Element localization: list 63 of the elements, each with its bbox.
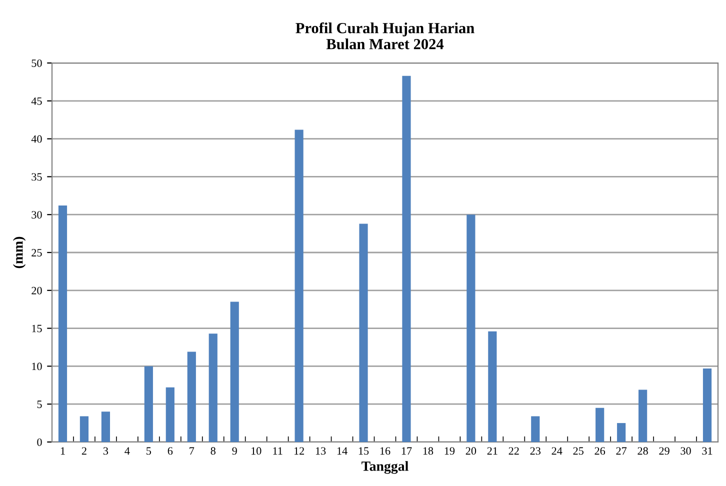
bar <box>58 206 68 442</box>
x-tick-label: 31 <box>702 447 712 455</box>
bar <box>101 412 110 442</box>
x-tick-label: 19 <box>444 447 455 455</box>
bar <box>702 368 712 442</box>
x-tick-label: 30 <box>680 447 691 455</box>
x-tick-label: 18 <box>423 447 434 455</box>
bar <box>294 130 304 442</box>
x-tick-label: 25 <box>573 447 584 455</box>
bar <box>488 331 497 442</box>
x-tick-label: 23 <box>530 447 541 455</box>
chart-title: Profil Curah Hujan Harian Bulan Maret 2024 <box>296 22 474 50</box>
y-tick-label: 15 <box>32 324 42 332</box>
y-tick-label: 25 <box>32 248 42 256</box>
bar <box>144 366 153 442</box>
y-tick-label: 35 <box>32 173 42 181</box>
x-tick-label: 10 <box>252 447 262 455</box>
x-tick-label: 2 <box>82 447 86 455</box>
y-tick-label: 45 <box>31 97 42 105</box>
x-axis-title: Tanggal <box>362 461 408 474</box>
x-tick-label: 12 <box>294 447 304 455</box>
x-tick-label: 28 <box>638 447 648 455</box>
bar <box>230 302 239 442</box>
bar <box>80 416 89 442</box>
y-tick-label: 50 <box>32 59 42 67</box>
bar <box>208 334 218 442</box>
y-tick-label: 30 <box>32 211 42 219</box>
x-tick-label: 26 <box>594 447 606 455</box>
x-tick-label: 8 <box>210 447 216 455</box>
bar <box>466 214 476 442</box>
x-tick-label: 7 <box>190 447 194 455</box>
y-axis-title: (mm) <box>13 236 26 268</box>
bar <box>166 387 174 442</box>
y-tick-label: 10 <box>32 362 42 370</box>
x-tick-label: 15 <box>358 447 369 455</box>
bar <box>617 423 626 442</box>
bar <box>187 352 196 442</box>
bar <box>359 224 368 442</box>
bar <box>402 76 411 442</box>
y-tick-label: 0 <box>37 438 42 446</box>
bar <box>531 416 540 442</box>
x-tick-label: 20 <box>466 447 476 455</box>
x-tick-label: 14 <box>337 447 348 455</box>
x-tick-label: 27 <box>616 447 627 455</box>
x-tick-label: 3 <box>103 447 108 455</box>
y-tick-label: 5 <box>37 400 42 408</box>
x-tick-label: 17 <box>402 447 412 455</box>
y-tick-label: 20 <box>32 286 42 294</box>
x-tick-label: 4 <box>124 447 130 455</box>
x-tick-label: 5 <box>146 447 152 455</box>
x-tick-label: 13 <box>316 447 326 455</box>
y-tick-label: 40 <box>31 135 42 143</box>
x-tick-label: 6 <box>168 447 173 455</box>
x-tick-label: 24 <box>552 447 562 455</box>
x-tick-label: 29 <box>659 447 670 455</box>
x-tick-label: 16 <box>380 447 390 455</box>
bar <box>638 390 648 442</box>
x-tick-label: 22 <box>508 447 519 455</box>
x-tick-label: 9 <box>232 447 237 455</box>
x-tick-label: 21 <box>487 447 498 455</box>
x-tick-label: 11 <box>273 447 282 455</box>
bar <box>596 408 604 442</box>
x-tick-label: 1 <box>60 447 65 455</box>
